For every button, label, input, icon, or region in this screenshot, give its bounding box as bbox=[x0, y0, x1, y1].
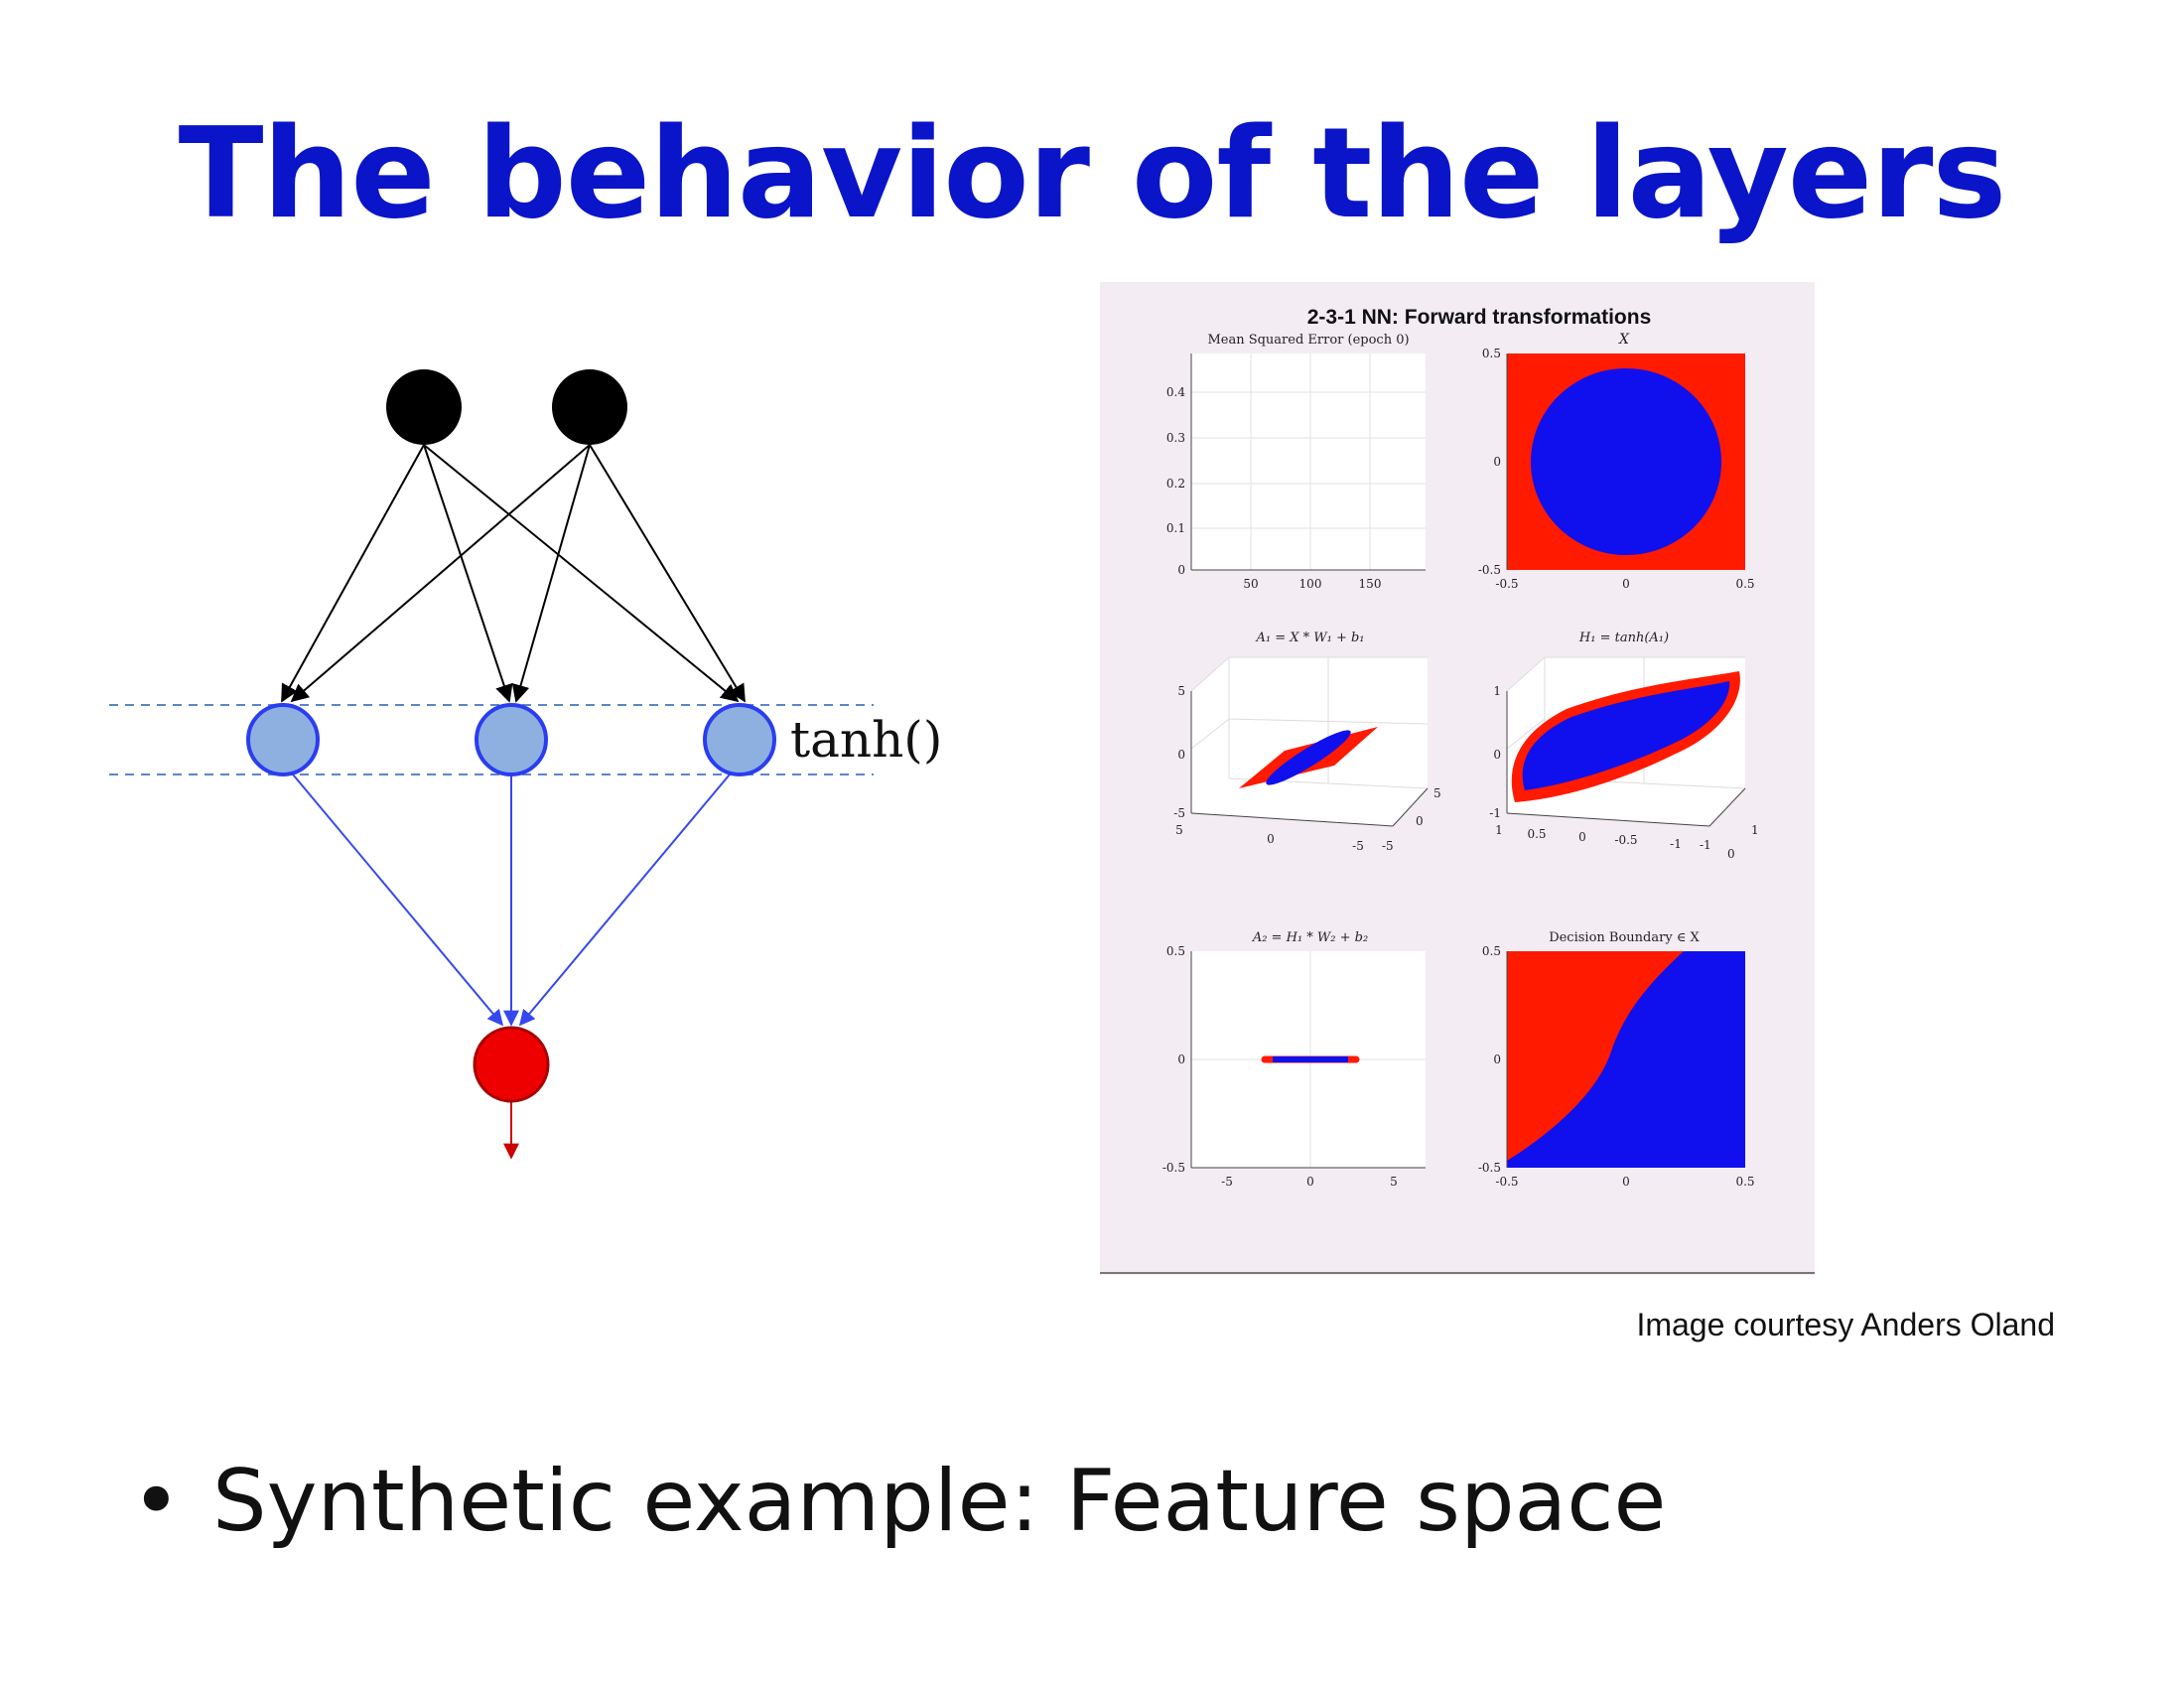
svg-text:0.5: 0.5 bbox=[1166, 944, 1185, 958]
svg-text:-1: -1 bbox=[1670, 837, 1682, 851]
svg-text:1: 1 bbox=[1493, 684, 1501, 698]
input-hidden-edges bbox=[281, 444, 746, 703]
svg-text:0.5: 0.5 bbox=[1482, 347, 1501, 360]
network-diagram bbox=[109, 369, 874, 1160]
svg-text:0.1: 0.1 bbox=[1166, 521, 1185, 535]
hidden-node-2 bbox=[475, 703, 548, 776]
svg-text:-0.5: -0.5 bbox=[1614, 833, 1637, 847]
panel-title: Decision Boundary ∈ X bbox=[1549, 930, 1700, 945]
svg-text:0: 0 bbox=[1306, 1175, 1314, 1189]
figure-title: 2-3-1 NN: Forward transformations bbox=[1307, 306, 1652, 329]
bullet-item: • Synthetic example: Feature space bbox=[131, 1452, 1666, 1551]
svg-text:0: 0 bbox=[1416, 814, 1424, 828]
panel-mse: Mean Squared Error (epoch 0) 0.4 0.3 0.2… bbox=[1166, 333, 1426, 591]
hidden-output-edges bbox=[282, 762, 741, 1027]
panel-h1: H₁ = tanh(A₁) 1 0 -1 1 0.5 0 -0.5 -1 bbox=[1489, 631, 1758, 861]
svg-text:-5: -5 bbox=[1221, 1175, 1233, 1189]
svg-text:100: 100 bbox=[1299, 577, 1322, 591]
panel-a1: A₁ = X * W₁ + b₁ 5 0 -5 5 0 -5 5 bbox=[1173, 631, 1440, 853]
svg-text:0: 0 bbox=[1493, 748, 1501, 762]
panel-title: X bbox=[1618, 332, 1630, 348]
svg-text:5: 5 bbox=[1433, 786, 1441, 800]
panel-a2: A₂ = H₁ * W₂ + b₂ 0.5 0 -0.5 -5 0 5 bbox=[1162, 930, 1426, 1189]
svg-text:0.4: 0.4 bbox=[1166, 385, 1185, 399]
svg-text:50: 50 bbox=[1243, 577, 1258, 591]
input-node-2 bbox=[552, 369, 627, 445]
panel-decision-boundary: Decision Boundary ∈ X 0.5 0 -0.5 -0.5 0 … bbox=[1478, 930, 1755, 1189]
activation-label: tanh() bbox=[790, 711, 943, 769]
panel-title: A₂ = H₁ * W₂ + b₂ bbox=[1252, 930, 1368, 945]
hidden-node-3 bbox=[703, 703, 776, 776]
bullet-text: Synthetic example: Feature space bbox=[212, 1452, 1667, 1551]
output-node bbox=[473, 1026, 550, 1103]
svg-text:-0.5: -0.5 bbox=[1162, 1161, 1185, 1175]
panel-title: A₁ = X * W₁ + b₁ bbox=[1255, 631, 1364, 645]
bullet-icon: • bbox=[131, 1452, 182, 1551]
svg-text:0.5: 0.5 bbox=[1482, 944, 1501, 958]
svg-text:0: 0 bbox=[1267, 832, 1275, 846]
svg-text:0: 0 bbox=[1578, 830, 1586, 844]
svg-text:-5: -5 bbox=[1382, 839, 1394, 853]
panel-title: Mean Squared Error (epoch 0) bbox=[1207, 333, 1409, 348]
svg-text:5: 5 bbox=[1390, 1175, 1398, 1189]
svg-text:0.5: 0.5 bbox=[1735, 577, 1754, 591]
svg-text:-5: -5 bbox=[1352, 839, 1364, 853]
panel-title: H₁ = tanh(A₁) bbox=[1578, 631, 1669, 645]
svg-text:-1: -1 bbox=[1700, 838, 1711, 852]
svg-text:0: 0 bbox=[1727, 847, 1735, 861]
svg-text:1: 1 bbox=[1751, 823, 1759, 837]
svg-text:5: 5 bbox=[1177, 684, 1185, 698]
svg-text:0.5: 0.5 bbox=[1527, 827, 1546, 841]
svg-text:0: 0 bbox=[1622, 1175, 1630, 1189]
input-node-1 bbox=[386, 369, 462, 445]
svg-text:0: 0 bbox=[1177, 1053, 1185, 1066]
svg-text:-5: -5 bbox=[1173, 806, 1185, 820]
svg-text:0.5: 0.5 bbox=[1735, 1175, 1754, 1189]
svg-text:5: 5 bbox=[1175, 823, 1183, 837]
svg-text:0: 0 bbox=[1622, 577, 1630, 591]
svg-text:0.3: 0.3 bbox=[1166, 431, 1185, 445]
svg-text:1: 1 bbox=[1495, 823, 1503, 837]
svg-text:-0.5: -0.5 bbox=[1495, 577, 1518, 591]
slide-title: The behavior of the layers bbox=[178, 100, 2007, 246]
hidden-node-1 bbox=[246, 703, 320, 776]
svg-text:0: 0 bbox=[1493, 1053, 1501, 1066]
svg-text:150: 150 bbox=[1359, 577, 1382, 591]
forward-transformations-figure: 2-3-1 NN: Forward transformations Mean S… bbox=[1100, 282, 1815, 1275]
svg-text:-0.5: -0.5 bbox=[1478, 563, 1501, 577]
svg-text:-0.5: -0.5 bbox=[1495, 1175, 1518, 1189]
svg-text:-0.5: -0.5 bbox=[1478, 1161, 1501, 1175]
svg-text:0: 0 bbox=[1493, 455, 1501, 469]
panel-x: X 0.5 0 -0.5 -0.5 0 0.5 bbox=[1478, 332, 1755, 591]
image-credit: Image courtesy Anders Oland bbox=[1636, 1307, 2055, 1342]
svg-text:0: 0 bbox=[1177, 563, 1185, 577]
svg-text:-1: -1 bbox=[1489, 806, 1501, 820]
svg-text:0.2: 0.2 bbox=[1166, 477, 1185, 491]
svg-text:0: 0 bbox=[1177, 748, 1185, 762]
